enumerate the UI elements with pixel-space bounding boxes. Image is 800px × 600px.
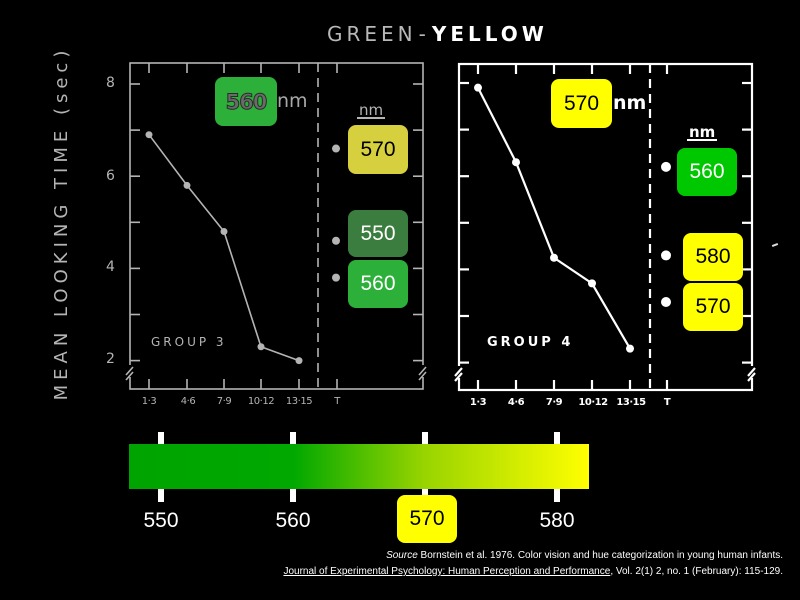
group-4-label: GROUP 4 <box>487 335 574 350</box>
habituation-badge-group-4: 570 <box>551 79 612 128</box>
data-point <box>183 181 191 189</box>
title-yellow: YELLOW <box>431 22 548 46</box>
test-trial-point <box>661 297 671 308</box>
x-tick-label: T <box>334 396 340 407</box>
spectrum-tick-570-top <box>422 432 428 444</box>
spectrum-tick-570-bottom <box>422 489 428 495</box>
y-tick-label: 8 <box>106 75 115 91</box>
axis-break-mark <box>454 367 463 377</box>
x-tick-label: 13·15 <box>285 396 313 407</box>
test-header-nm: nm <box>687 123 718 141</box>
chart-title: GREEN - YELLOW <box>327 22 548 46</box>
test-badge-value: 570 <box>360 137 396 161</box>
x-tick-label: 13·15 <box>616 397 646 408</box>
source-label: Source <box>386 550 418 561</box>
test-header-nm: nm <box>357 101 386 119</box>
spectrum-tick-560-top <box>290 432 296 444</box>
x-tick-label: 7·9 <box>216 396 232 407</box>
spectrum-highlight-badge: 570 <box>397 495 457 543</box>
test-badge-580: 580 <box>683 233 743 281</box>
data-point <box>474 83 482 92</box>
spectrum-highlight-label: 570 <box>409 507 445 530</box>
axis-break-mark <box>747 367 756 377</box>
data-point <box>220 228 228 236</box>
axis-break-mark <box>125 371 134 381</box>
test-badge-560: 560 <box>348 260 408 308</box>
data-point <box>588 279 596 288</box>
spectrum-label: 550 <box>143 509 179 532</box>
axis-break-mark <box>418 366 427 376</box>
data-point <box>295 357 303 365</box>
habituation-value: 560 <box>225 89 268 114</box>
data-point <box>512 158 520 167</box>
axis-break-mark <box>418 371 427 381</box>
spectrum-tick-550-top <box>158 432 164 444</box>
habituation-unit: nm <box>613 92 647 114</box>
x-tick-label: 10·12 <box>247 396 275 407</box>
title-green: GREEN <box>327 22 417 46</box>
plot-frame <box>129 62 424 390</box>
x-tick-label: 7·9 <box>545 397 563 408</box>
test-badge-550: 550 <box>348 210 408 257</box>
data-point <box>257 343 265 351</box>
data-point <box>626 344 634 353</box>
data-point <box>550 253 558 262</box>
habituation-value: 570 <box>563 91 600 115</box>
habituation-badge-group-3: 560 <box>215 77 277 126</box>
test-badge-570: 570 <box>348 125 408 174</box>
test-badge-value: 560 <box>360 272 396 295</box>
wavelength-spectrum-bar <box>129 444 589 489</box>
test-trial-point <box>332 273 340 282</box>
x-tick-label: 4·6 <box>507 397 525 408</box>
spectrum-tick-550-bottom <box>158 489 164 502</box>
plot-frame <box>457 62 754 392</box>
axis-break-mark <box>454 372 463 382</box>
test-badge-value: 580 <box>695 245 731 268</box>
test-trial-point <box>332 144 340 153</box>
x-tick-label: 4·6 <box>180 396 196 407</box>
spectrum-tick-560-bottom <box>290 489 296 502</box>
journal-link[interactable]: Journal of Experimental Psychology: Huma… <box>283 566 611 577</box>
axis-break-mark <box>125 366 134 376</box>
data-point <box>145 131 153 139</box>
spectrum-tick-580-bottom <box>554 489 560 502</box>
x-tick-label: 1·3 <box>141 396 157 407</box>
source-citation-line-2: Journal of Experimental Psychology: Huma… <box>223 566 783 577</box>
spectrum-label: 560 <box>275 509 311 532</box>
y-tick-label: 6 <box>106 168 115 184</box>
source-text: Bornstein et al. 1976. Color vision and … <box>417 550 783 561</box>
test-badge-570: 570 <box>683 283 743 331</box>
test-badge-value: 550 <box>360 221 396 245</box>
test-badge-560: 560 <box>677 148 737 196</box>
x-tick-label: T <box>663 397 671 408</box>
spectrum-label: 580 <box>539 509 575 532</box>
test-trial-point <box>332 236 340 245</box>
habituation-line <box>148 134 300 362</box>
y-axis-label: MEAN LOOKING TIME (sec) <box>51 45 72 401</box>
x-tick-label: 10·12 <box>578 397 608 408</box>
spectrum-tick-580-top <box>554 432 560 444</box>
group-3-label: GROUP 3 <box>151 335 227 349</box>
source-citation-line-1: Source Bornstein et al. 1976. Color visi… <box>223 550 783 561</box>
title-dash: - <box>418 22 430 46</box>
axis-break-mark <box>747 372 756 382</box>
test-trial-point <box>661 161 671 172</box>
y-tick-label: 2 <box>106 351 115 367</box>
x-tick-label: 1·3 <box>469 397 487 408</box>
habituation-unit: nm <box>277 90 308 112</box>
test-badge-value: 560 <box>689 160 725 183</box>
y-tick-label: 4 <box>106 259 115 275</box>
test-trial-point <box>661 250 671 261</box>
source-details: , Vol. 2(1) 2, no. 1 (February): 115-129… <box>610 566 783 577</box>
test-badge-value: 570 <box>695 295 731 318</box>
